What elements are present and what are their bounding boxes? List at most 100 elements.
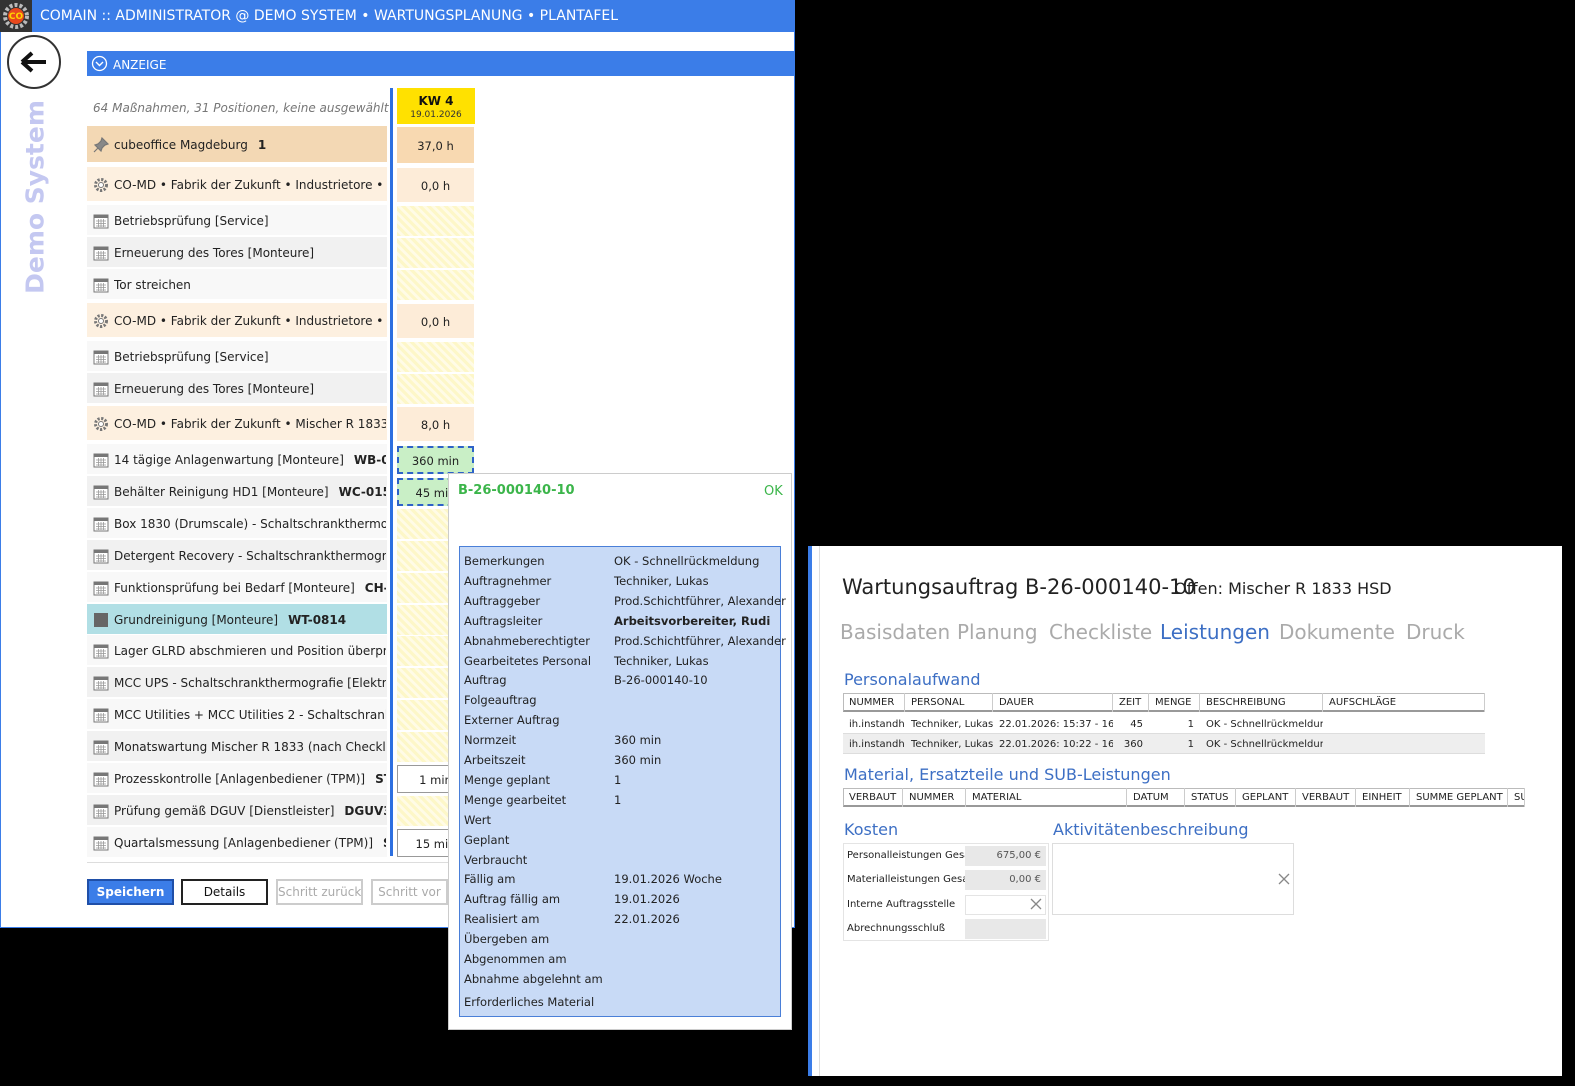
table-cell: Techniker, Lukas: [911, 739, 993, 750]
row-label: Quartalsmessung [Anlagenbediener (TPM)] S…: [114, 836, 386, 850]
collapse-icon: [91, 55, 108, 72]
row-label: 14 tägige Anlagenwartung [Monteure] WB-04…: [114, 453, 386, 467]
row-label: CO-MD • Fabrik der Zukunft • Mischer R 1…: [114, 417, 386, 431]
task-icon: [93, 836, 109, 851]
task-icon: [93, 517, 109, 532]
week-value: 360 min: [411, 454, 460, 468]
popup-status: OK: [764, 484, 783, 499]
field-label: Auftrag: [464, 673, 507, 688]
task-icon: [93, 549, 109, 564]
row-code: WB-04081: [353, 453, 386, 467]
week-cell[interactable]: [397, 446, 474, 474]
button[interactable]: Details: [181, 879, 268, 905]
clear-icon[interactable]: [1278, 873, 1290, 885]
row-label: Prüfung gemäß DGUV [Dienstleister] DGUV3: [114, 804, 386, 818]
tab[interactable]: Dokumente: [1279, 620, 1395, 644]
list-row[interactable]: [87, 604, 387, 634]
week-cell[interactable]: [397, 407, 474, 441]
panel-title: ANZEIGE: [113, 58, 167, 72]
list-row[interactable]: [87, 444, 387, 474]
button[interactable]: Speichern: [87, 879, 174, 905]
object-icon: [94, 178, 108, 192]
list-row[interactable]: [87, 237, 387, 267]
list-row[interactable]: [87, 508, 387, 538]
row-title: Box 1830 (Drumscale) - Schaltschrankther…: [114, 517, 386, 531]
list-row[interactable]: [87, 476, 387, 506]
list-row[interactable]: [87, 269, 387, 299]
tab[interactable]: Druck: [1406, 620, 1465, 644]
section-title: Personalaufwand: [844, 670, 981, 689]
field-label: Menge geplant: [464, 772, 551, 787]
list-row[interactable]: [87, 667, 387, 697]
row-title: Funktionsprüfung bei Bedarf [Monteure]: [114, 581, 355, 595]
list-row[interactable]: [87, 635, 387, 665]
system-label: Demo System: [20, 100, 50, 294]
row-label: Erneuerung des Tores [Monteure]: [114, 246, 386, 260]
table-cell: 1: [1187, 739, 1194, 750]
field-label: Auftrag fällig am: [464, 892, 561, 907]
week-cell[interactable]: [397, 168, 474, 202]
cost-field[interactable]: [965, 894, 1046, 915]
list-row[interactable]: [87, 731, 387, 761]
tab[interactable]: Leistungen: [1160, 620, 1270, 644]
list-row[interactable]: [87, 795, 387, 825]
list-summary: 64 Maßnahmen, 31 Positionen, keine ausge…: [93, 101, 389, 115]
row-title: Detergent Recovery - Schaltschrankthermo…: [114, 549, 386, 563]
week-cell[interactable]: [397, 374, 474, 404]
row-title: Tor streichen: [114, 278, 191, 292]
clear-icon[interactable]: [1030, 898, 1042, 910]
list-row[interactable]: [87, 373, 387, 403]
task-icon: [93, 382, 109, 397]
title-bar: [0, 0, 795, 32]
table-header: PERSONAL: [905, 693, 993, 712]
activity-box[interactable]: [1052, 843, 1294, 915]
row-code: STORY: [383, 836, 386, 850]
tab[interactable]: Checkliste: [1049, 620, 1153, 644]
cost-field[interactable]: [965, 918, 1046, 939]
table-header: MATERIAL: [966, 788, 1127, 807]
task-icon: [93, 740, 109, 755]
list-row[interactable]: [87, 763, 387, 793]
week-cell[interactable]: [397, 238, 474, 268]
cost-field: [965, 846, 1046, 866]
row-title: MCC Utilities + MCC Utilities 2 - Schalt…: [114, 708, 386, 722]
row-title: Quartalsmessung [Anlagenbediener (TPM)]: [114, 836, 374, 850]
list-row[interactable]: [87, 205, 387, 235]
panel-header[interactable]: [87, 51, 795, 76]
list-row[interactable]: [87, 341, 387, 371]
table-header: ZEIT: [1113, 693, 1149, 712]
field-label: Erforderliches Material: [464, 994, 595, 1009]
list-row[interactable]: [87, 303, 387, 337]
field-label: Realisiert am: [464, 912, 540, 927]
field-label: Abnahme abgelehnt am: [464, 971, 603, 986]
row-title: CO-MD • Fabrik der Zukunft • Industrieto…: [114, 314, 386, 328]
field-value: 1: [614, 772, 622, 787]
tab[interactable]: Basisdaten: [840, 620, 951, 644]
list-row[interactable]: [87, 699, 387, 729]
field-label: Fällig am: [464, 872, 516, 887]
list-row[interactable]: [87, 406, 387, 440]
back-button[interactable]: [6, 34, 64, 92]
object-icon: [94, 314, 108, 328]
week-cell[interactable]: [397, 206, 474, 236]
week-cell[interactable]: [397, 342, 474, 372]
field-label: Auftragsleiter: [464, 613, 543, 628]
list-row[interactable]: [87, 572, 387, 602]
list-row[interactable]: [87, 126, 387, 162]
tab[interactable]: Planung: [957, 620, 1038, 644]
field-value: Techniker, Lukas: [614, 653, 709, 668]
button[interactable]: Schritt vor: [371, 879, 448, 905]
svg-text:CO: CO: [9, 12, 24, 22]
week-cell[interactable]: [397, 270, 474, 300]
week-cell[interactable]: [397, 127, 474, 163]
week-header: [397, 88, 475, 124]
task-icon: [93, 214, 109, 229]
field-label: Menge gearbeitet: [464, 792, 567, 807]
list-row[interactable]: [87, 167, 387, 201]
list-row[interactable]: [87, 827, 387, 857]
cost-label: Abrechnungsschluß: [847, 922, 946, 934]
week-cell[interactable]: [397, 304, 474, 338]
row-label: Lager GLRD abschmieren und Position über…: [114, 644, 386, 658]
button[interactable]: Schritt zurück: [276, 879, 363, 905]
list-row[interactable]: [87, 540, 387, 570]
